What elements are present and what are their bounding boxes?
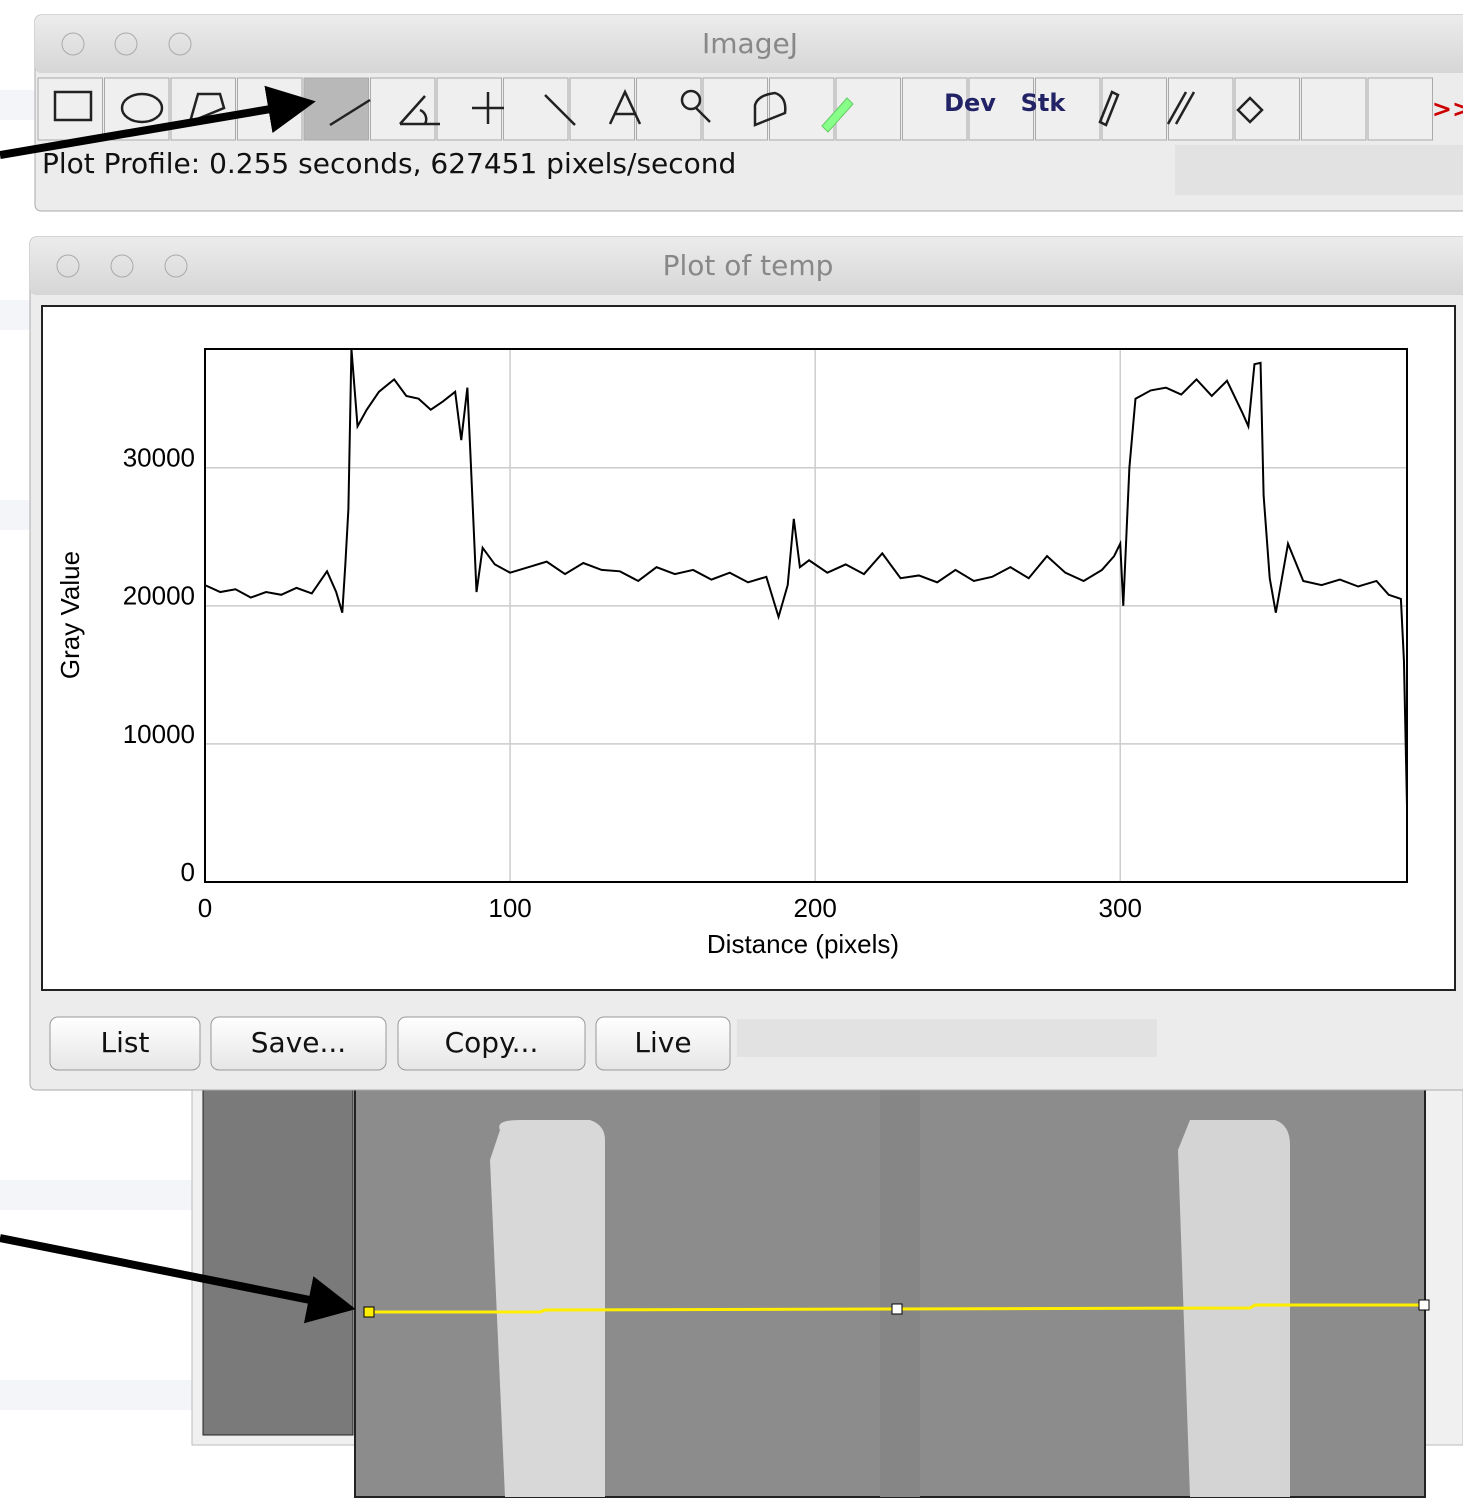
plot-frame: [204, 348, 1408, 883]
tool-icon: [680, 89, 711, 123]
window-title: ImageJ: [702, 27, 798, 60]
tool-button[interactable]: [769, 77, 835, 141]
window-button[interactable]: [110, 254, 134, 278]
y-tick-label: 0: [181, 857, 195, 887]
tool-button[interactable]: [170, 77, 236, 141]
tool-button[interactable]: [370, 77, 436, 141]
tool-icon: [1098, 90, 1120, 127]
x-tick-label: 0: [198, 893, 212, 923]
tool-icon: [753, 91, 787, 127]
tool-icon: [188, 92, 226, 125]
profile-line: [204, 348, 1408, 807]
status-text: Plot Profile: 0.255 seconds, 627451 pixe…: [42, 147, 736, 180]
tool-button[interactable]: [968, 77, 1034, 141]
window-button[interactable]: [61, 32, 85, 56]
tool-icon: [53, 90, 93, 122]
tool-button[interactable]: [569, 77, 635, 141]
window-button[interactable]: [114, 32, 138, 56]
button-label[interactable]: Save...: [251, 1026, 346, 1059]
button[interactable]: [397, 1016, 586, 1071]
chart: Distance (pixels) Gray Value 0 10000 20000…: [55, 348, 1408, 959]
y-axis-label: Gray Value: [55, 551, 85, 679]
tool-label: >>: [1432, 95, 1463, 123]
tool-label: Dev: [944, 89, 996, 117]
tool-icon: [399, 95, 440, 126]
tool-button[interactable]: [1168, 77, 1234, 141]
window-button[interactable]: [164, 254, 188, 278]
plot-window: Plot of temp Distance (pixels) Gray Valu…: [29, 236, 1463, 1091]
y-tick-label: 20000: [123, 581, 195, 611]
image-window: [191, 1059, 1463, 1498]
y-tick-label: 10000: [123, 719, 195, 749]
main-window: ImageJ Dev Stk >> Plot Profile: 0.255 seco…: [34, 14, 1463, 212]
tool-button[interactable]: [37, 77, 103, 141]
tool-button[interactable]: [1234, 77, 1300, 141]
tool-button[interactable]: [1367, 77, 1433, 141]
button-label[interactable]: Copy...: [445, 1026, 539, 1059]
tool-button[interactable]: [902, 77, 968, 141]
window-button[interactable]: [56, 254, 80, 278]
button[interactable]: [595, 1016, 731, 1071]
button-bar: List Save... Copy... Live: [49, 1016, 731, 1071]
tool-icon: [608, 89, 642, 125]
y-tick-label: 30000: [123, 443, 195, 473]
arrow: [0, 85, 316, 159]
x-axis-label: Distance (pixels): [707, 929, 899, 959]
x-tick-label: 200: [793, 893, 836, 923]
arrow: [0, 1234, 356, 1324]
tool-button[interactable]: [702, 77, 768, 141]
button-label[interactable]: Live: [634, 1026, 691, 1059]
tool-button[interactable]: [303, 77, 369, 141]
tool-icon: [329, 98, 371, 127]
button-label[interactable]: List: [101, 1026, 150, 1059]
tool-icon: [1166, 91, 1196, 125]
x-tick-label: 300: [1099, 893, 1142, 923]
button[interactable]: [49, 1016, 201, 1071]
tool-label: Stk: [1021, 89, 1067, 117]
tool-button[interactable]: [1301, 77, 1367, 141]
tool-icon: [472, 92, 504, 124]
window-button[interactable]: [168, 32, 192, 56]
button[interactable]: [210, 1016, 387, 1071]
x-tick-label: 100: [488, 893, 531, 923]
tool-icon: [544, 94, 576, 126]
tool-icon: [120, 92, 164, 124]
window-title: Plot of temp: [663, 249, 834, 282]
tool-button[interactable]: [1035, 77, 1101, 141]
tool-icon: [821, 97, 854, 133]
tool-icon: [1236, 96, 1264, 124]
